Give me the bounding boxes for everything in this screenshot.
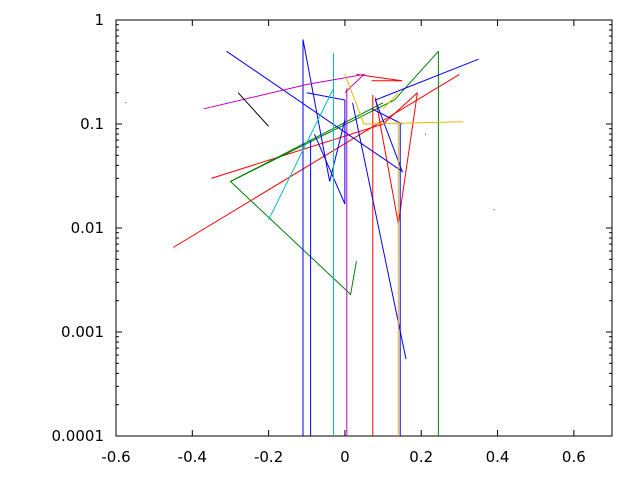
y-tick-label: 1 (94, 11, 104, 29)
series-line-0 (172, 73, 460, 248)
series-line-24 (237, 92, 269, 127)
series-line-21 (344, 74, 464, 125)
axis-ticks (115, 19, 612, 437)
series-line-22 (382, 92, 399, 110)
plot-frame (115, 19, 613, 437)
x-tick-label: 0.6 (562, 448, 586, 466)
series-line-9 (226, 50, 479, 173)
y-tick-label: 0.001 (61, 323, 104, 341)
x-tick-label: -0.6 (101, 448, 130, 466)
y-tick-label: 0.01 (71, 219, 104, 237)
series-line-15 (371, 108, 403, 125)
series-line-19 (203, 73, 366, 110)
y-tick-label: 0.0001 (52, 427, 105, 445)
x-tick-label: 0.2 (409, 448, 433, 466)
series-line-17 (268, 53, 334, 221)
x-tick-label: 0 (340, 448, 350, 466)
series-line-11 (306, 92, 346, 205)
series-line-1 (356, 73, 403, 82)
x-tick-label: -0.4 (178, 448, 207, 466)
series-line-16 (352, 102, 407, 360)
x-tick-label: -0.2 (254, 448, 283, 466)
y-tick-label: 0.1 (80, 115, 104, 133)
tick-labels: -0.6 -0.4 -0.2 0 0.2 0.4 0.6 0.0001 0.001 0.01 0.1… (52, 11, 586, 466)
x-tick-label: 0.4 (486, 448, 510, 466)
series-line-10 (302, 39, 346, 182)
series-group (125, 39, 495, 436)
